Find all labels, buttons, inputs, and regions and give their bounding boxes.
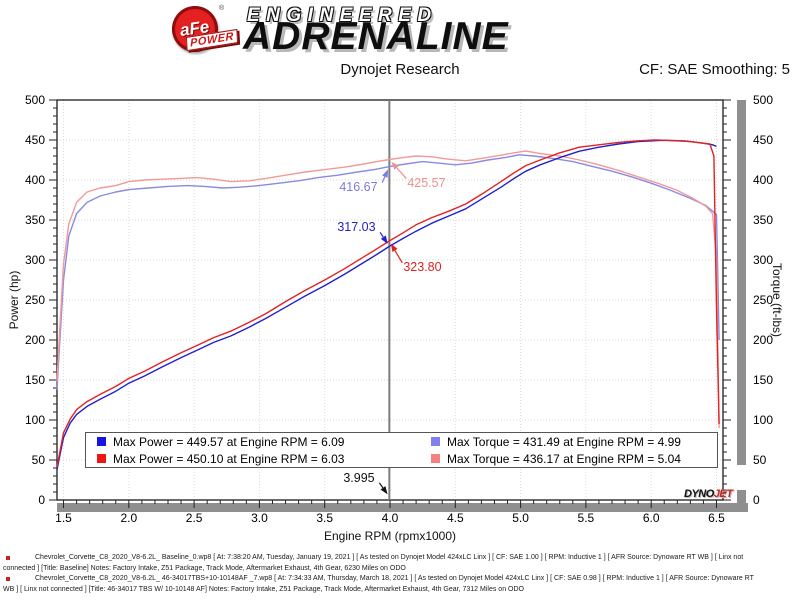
run2-bullet-icon bbox=[6, 577, 10, 581]
x-tick-label: 5.5 bbox=[578, 511, 595, 525]
x-tick-label: 3.5 bbox=[316, 511, 333, 525]
x-tick-label: 6.0 bbox=[643, 511, 660, 525]
correction-smoothing-label: CF: SAE Smoothing: 5 bbox=[639, 61, 790, 78]
dynojet-logo-dyno: DYNO bbox=[684, 488, 714, 500]
x-tick-label: 2.5 bbox=[186, 511, 203, 525]
y-tick-label-right: 250 bbox=[753, 293, 773, 307]
curve-power-baseline bbox=[56, 139, 717, 470]
right-axis-title: Torque (ft-lbs) bbox=[770, 262, 784, 338]
run2-info-line1: Chevrolet_Corvette_C8_2020_V8-6.2L_ 46-3… bbox=[35, 575, 754, 582]
y-tick-label-right: 0 bbox=[753, 493, 760, 507]
run-info-footer: Chevrolet_Corvette_C8_2020_V8-6.2L_ Base… bbox=[0, 553, 800, 595]
y-tick-label-right: 200 bbox=[753, 333, 773, 347]
power-modified-swatch-icon bbox=[97, 454, 106, 463]
y-tick-label-right: 100 bbox=[753, 413, 773, 427]
y-tick-label-left: 250 bbox=[25, 293, 45, 307]
legend-label: Max Power = 450.10 at Engine RPM = 6.03 bbox=[113, 451, 345, 466]
legend-label: Max Torque = 436.17 at Engine RPM = 5.04 bbox=[447, 451, 681, 466]
adrenaline-wordmark: ADRENALINE bbox=[243, 15, 509, 58]
x-tick-label: 1.5 bbox=[55, 511, 72, 525]
vertical-scrollbar-thumb[interactable] bbox=[737, 490, 746, 512]
y-tick-label-left: 0 bbox=[38, 493, 45, 507]
engineered-wordmark: ENGINEERED bbox=[247, 5, 438, 26]
dynojet-logo-jet: JET bbox=[713, 488, 733, 500]
torque-baseline-swatch-icon bbox=[431, 437, 440, 446]
y-tick-label-right: 150 bbox=[753, 373, 773, 387]
legend-item-max-power-baseline: Max Power = 449.57 at Engine RPM = 6.09 bbox=[86, 435, 420, 449]
x-tick-label: 4.5 bbox=[447, 511, 464, 525]
x-axis-title: Engine RPM (rpmx1000) bbox=[323, 529, 457, 543]
y-tick-label-right: 50 bbox=[753, 453, 767, 467]
legend-item-max-torque-modified: Max Torque = 436.17 at Engine RPM = 5.04 bbox=[420, 452, 717, 466]
y-tick-label-left: 50 bbox=[32, 453, 46, 467]
y-tick-label-left: 300 bbox=[25, 253, 45, 267]
x-tick-label: 2.0 bbox=[120, 511, 137, 525]
x-tick-label: 4.0 bbox=[382, 511, 399, 525]
curve-power-modified bbox=[56, 139, 720, 468]
legend-label: Max Torque = 431.49 at Engine RPM = 4.99 bbox=[447, 434, 681, 449]
registered-mark: ® bbox=[219, 5, 225, 12]
x-tick-label: 5.0 bbox=[512, 511, 529, 525]
y-tick-label-left: 350 bbox=[25, 213, 45, 227]
y-tick-label-right: 400 bbox=[753, 173, 773, 187]
vertical-scrollbar[interactable] bbox=[737, 100, 746, 465]
legend-box: Max Power = 449.57 at Engine RPM = 6.09 … bbox=[85, 432, 718, 468]
y-tick-label-right: 350 bbox=[753, 213, 773, 227]
y-tick-label-left: 150 bbox=[25, 373, 45, 387]
y-tick-label-left: 100 bbox=[25, 413, 45, 427]
legend-item-max-power-modified: Max Power = 450.10 at Engine RPM = 6.03 bbox=[86, 452, 420, 466]
x-tick-label: 3.0 bbox=[251, 511, 268, 525]
left-axis-title: Power (hp) bbox=[7, 270, 21, 330]
y-tick-label-left: 200 bbox=[25, 333, 45, 347]
run1-bullet-icon bbox=[6, 556, 10, 560]
afe-adrenaline-logo: aFe ® POWER ENGINEERED ADRENALINE bbox=[0, 0, 800, 58]
curve-torque-modified bbox=[56, 150, 720, 429]
y-tick-label-right: 300 bbox=[753, 253, 773, 267]
y-tick-label-left: 450 bbox=[25, 133, 45, 147]
horizontal-scrollbar[interactable] bbox=[57, 503, 748, 512]
power-baseline-swatch-icon bbox=[97, 437, 106, 446]
curve-torque-baseline bbox=[56, 154, 720, 390]
x-tick-label: 6.5 bbox=[708, 511, 725, 525]
y-tick-label-right: 450 bbox=[753, 133, 773, 147]
y-tick-label-left: 500 bbox=[25, 93, 45, 107]
dynojet-logo: DYNOJET bbox=[684, 488, 733, 500]
run2-info-line2: WB ] [ Linx not connected ] [Title: 46-3… bbox=[3, 585, 524, 593]
legend-item-max-torque-baseline: Max Torque = 431.49 at Engine RPM = 4.99 bbox=[420, 435, 717, 449]
legend-label: Max Power = 449.57 at Engine RPM = 6.09 bbox=[113, 434, 345, 449]
run1-info-line1: Chevrolet_Corvette_C8_2020_V8-6.2L_ Base… bbox=[35, 554, 744, 561]
torque-modified-swatch-icon bbox=[431, 454, 440, 463]
chart-title: Dynojet Research bbox=[340, 61, 460, 78]
y-tick-label-left: 400 bbox=[25, 173, 45, 187]
y-tick-label-right: 500 bbox=[753, 93, 773, 107]
run1-info-line2: connected ] [Title: Baseline] Notes: Fac… bbox=[3, 564, 406, 572]
